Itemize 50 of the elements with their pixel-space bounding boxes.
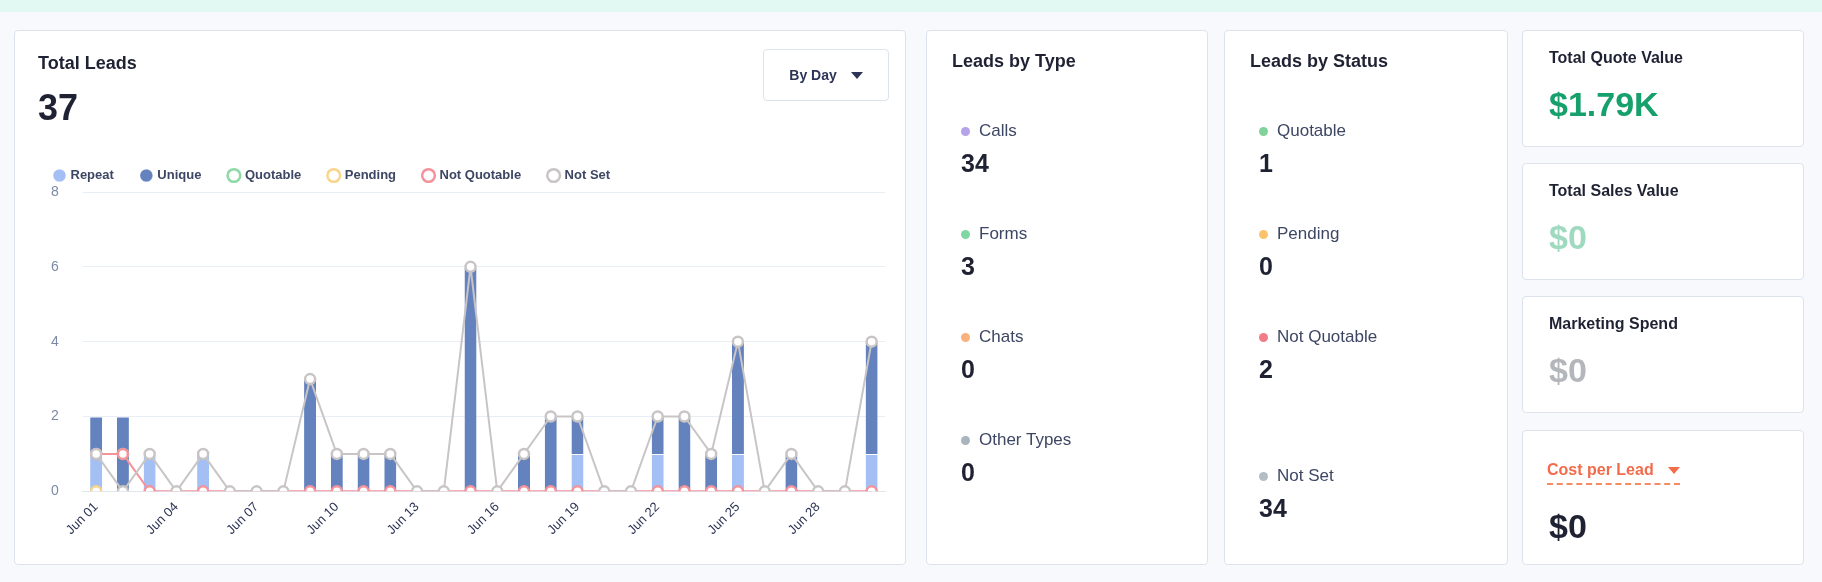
text: 0 [961,355,976,384]
text: Total Sales Value [1549,182,1679,200]
legend-label: Pending [344,167,397,183]
text: Quotable [1277,121,1346,141]
text: Marketing Spend [1549,315,1678,333]
text: Leads by Type [952,51,1076,72]
text: Other Types [979,430,1072,450]
text: Forms [979,224,1028,244]
text: 1 [1259,149,1274,178]
x-tick-label: Jun 13 [383,498,422,538]
legend-label: Repeat [70,167,115,183]
text: Cost per Lead [1547,461,1654,479]
text: Not Set [1277,466,1334,486]
x-tick-label: Jun 25 [704,498,743,538]
legend-label: Not Set [564,167,611,183]
text: $1.79K [1549,85,1659,124]
y-tick-label: 4 [50,332,59,349]
y-tick-label: 6 [50,257,59,274]
chart-title: Total Leads [38,53,137,74]
text: Total Quote Value [1549,49,1683,67]
x-tick-label: Jun 01 [62,498,101,538]
x-tick-label: Jun 19 [543,498,583,538]
text: 34 [1259,494,1288,523]
y-tick-label: 2 [50,407,59,424]
text: $0 [1549,218,1587,257]
text: 2 [1259,355,1274,384]
x-tick-label: Jun 22 [624,498,663,538]
text: Pending [1277,224,1340,244]
x-tick-label: Jun 07 [223,498,262,538]
x-tick-label: Jun 16 [463,498,502,538]
text: Leads by Status [1250,51,1389,72]
text: $0 [1549,507,1587,546]
text: 0 [961,458,976,487]
x-tick-label: Jun 10 [303,498,342,538]
x-tick-label: Jun 04 [142,498,182,538]
legend-label: Unique [157,167,202,183]
text: $0 [1549,351,1587,390]
text: 3 [961,252,976,281]
y-tick-label: 0 [50,482,59,499]
legend-label: Quotable [244,167,302,183]
chart-subtitle: 37 [38,87,79,129]
text: 34 [961,149,990,178]
legend-label: Not Quotable [439,167,522,183]
x-tick-label: Jun 28 [784,498,823,538]
text: Calls [979,121,1017,141]
text: Chats [979,327,1024,347]
y-tick-label: 8 [50,182,59,199]
text: By Day [789,67,837,83]
text: 0 [1259,252,1274,281]
text: Not Quotable [1277,327,1378,347]
